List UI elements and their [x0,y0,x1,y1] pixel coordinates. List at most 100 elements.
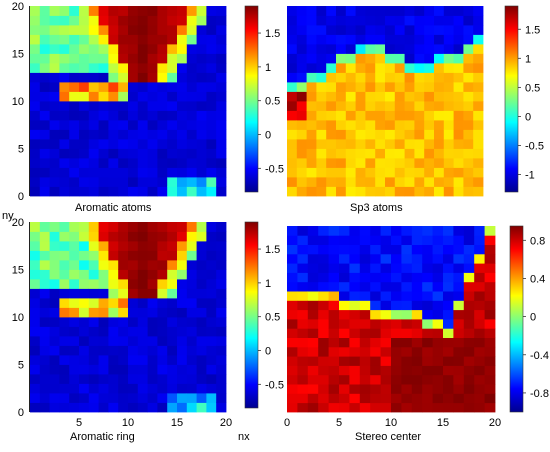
heatmap-cell [39,374,50,384]
heatmap-cell [108,355,119,365]
heatmap-cell [474,393,485,404]
heatmap-cell [30,148,41,159]
heatmap-cell [157,393,168,403]
heatmap-cell [177,374,188,384]
heatmap-cell [128,167,139,178]
heatmap-cell [296,82,307,92]
heatmap-cell [167,72,178,83]
heatmap-cell [401,393,413,404]
heatmap-cell [375,25,386,35]
heatmap-cell [186,364,197,375]
heatmap-cell [355,15,366,26]
heatmap-cell [345,6,356,16]
heatmap-cell [345,101,356,111]
heatmap-cell [401,263,413,273]
heatmap-cell [365,44,376,54]
heatmap-cell [345,91,356,102]
heatmap-cell [359,291,371,301]
heatmap-cell [432,384,444,394]
heatmap-cell [79,82,90,92]
heatmap-cell [216,288,227,299]
heatmap-cell [79,25,90,35]
heatmap-cell [370,384,381,394]
heatmap-cell [345,15,356,26]
heatmap-cell [128,317,139,327]
heatmap-cell [287,53,298,64]
heatmap-cell [147,260,158,270]
heatmap-cell [108,231,119,242]
colorbar-tick-label: 0.5 [525,82,540,94]
heatmap-cell [98,158,109,168]
heatmap-cell [297,291,309,301]
heatmap-cell [39,383,50,394]
heatmap-cell [316,148,327,159]
heatmap-cell [355,158,366,168]
heatmap-cell [216,82,227,92]
heatmap-cell [186,82,197,92]
heatmap-cell [186,355,197,365]
heatmap-cell [147,298,158,308]
heatmap-cell [375,34,386,45]
heatmap-cell [434,44,445,54]
heatmap-cell [30,177,41,187]
heatmap-cell [206,307,217,318]
heatmap-cell [186,158,197,168]
heatmap-cell [414,44,425,54]
heatmap-cell [98,91,109,102]
heatmap-cell [216,326,227,337]
heatmap-cell [463,356,475,366]
heatmap-cell [453,63,464,73]
heatmap-cell [404,44,415,54]
heatmap-cell [49,393,60,403]
heatmap-cell [349,281,361,292]
heatmap-cell [177,177,188,187]
heatmap-cell [216,101,227,111]
heatmap-cell [424,167,435,178]
heatmap-cell [147,288,158,299]
colorbar-tick-label: 1 [265,278,271,290]
heatmap-cell [137,63,148,73]
heatmap-cell [108,374,119,384]
heatmap-cell [69,148,80,159]
heatmap-cell [49,298,60,308]
heatmap-cell [328,328,340,338]
heatmap-cell [306,53,317,64]
heatmap-cell [98,148,109,159]
heatmap-cell [30,6,41,16]
heatmap-cell [167,120,178,130]
heatmap-cell [473,82,484,92]
heatmap-cell [186,336,197,346]
heatmap-cell [316,167,327,178]
heatmap-cell [424,44,435,54]
heatmap-cell [128,110,139,121]
heatmap-cell [177,402,188,413]
heatmap-cell [49,177,60,187]
heatmap-cell [128,72,139,83]
heatmap-cell [128,326,139,337]
heatmap-cell [177,72,188,83]
heatmap-cell [79,241,90,251]
heatmap-cell [177,307,188,318]
heatmap-cell [216,298,227,308]
heatmap-cell [328,365,340,376]
heatmap-cell [355,91,366,102]
heatmap-cell [39,231,50,242]
heatmap-cell [287,328,298,338]
heatmap-cell [206,177,217,187]
heatmap-cell [206,53,217,64]
heatmap-cell [177,186,188,197]
heatmap-cell [365,15,376,26]
heatmap-cell [196,298,207,308]
heatmap-cell [39,91,50,102]
heatmap-cell [453,393,465,404]
heatmap-cell [39,15,50,26]
colorbar-tick-label: 1 [525,53,531,65]
heatmap-cell [157,101,168,111]
heatmap-cell [186,374,197,384]
heatmap-cell [167,298,178,308]
heatmap-cell [424,91,435,102]
heatmap-cell [316,120,327,130]
heatmap-cell [287,374,298,385]
heatmap-cell [186,139,197,149]
heatmap-cell [484,272,496,283]
